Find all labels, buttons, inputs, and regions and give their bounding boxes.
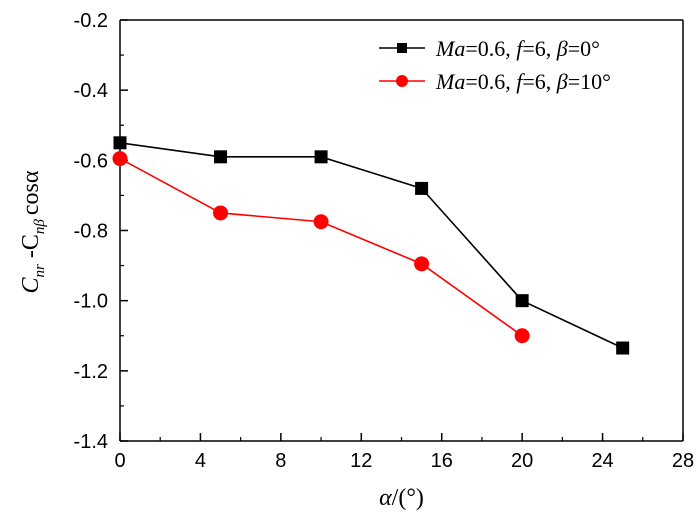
y-tick-label: -0.2 — [74, 10, 108, 32]
legend-label: Ma=0.6, f=6, β=10° — [435, 69, 611, 94]
legend-label-part: =0.6, — [465, 69, 516, 94]
series-1 — [113, 136, 630, 355]
y-label-sub-nr: nr — [32, 264, 48, 278]
data-point — [514, 328, 530, 344]
legend-label-part: =0° — [568, 36, 600, 61]
x-tick-label: 4 — [195, 450, 206, 472]
series-line — [119, 157, 523, 337]
legend-label-part: β — [556, 69, 568, 94]
legend-label-part: =10° — [568, 69, 611, 94]
legend-label-part: =0.6, — [465, 36, 516, 61]
legend-label-part: β — [556, 36, 568, 61]
y-tick-label: -1.2 — [74, 361, 108, 383]
y-label-sub-nbeta: nβ — [32, 219, 48, 235]
legend-label-part: =6, — [522, 36, 556, 61]
x-axis-label-unit: /(°) — [392, 485, 424, 511]
x-tick-label: 20 — [511, 450, 533, 472]
data-point — [214, 150, 228, 164]
data-point — [113, 136, 127, 150]
y-tick-label: -0.6 — [74, 150, 108, 172]
data-point — [313, 214, 329, 230]
x-tick-label: 8 — [275, 450, 286, 472]
x-tick-label: 24 — [591, 450, 613, 472]
y-label-c: C — [18, 276, 44, 293]
y-tick-label: -1.0 — [74, 291, 108, 313]
x-axis-label-symbol: α — [379, 485, 392, 511]
x-tick-label: 28 — [672, 450, 694, 472]
legend-label-part: Ma — [435, 36, 465, 61]
legend-label-part: f — [516, 69, 525, 94]
x-tick-label: 12 — [350, 450, 372, 472]
x-tick-label: 0 — [114, 450, 125, 472]
legend-label-part: Ma — [435, 69, 465, 94]
x-axis-label: α/(°) — [379, 485, 424, 511]
y-label-cos: cosα — [18, 170, 44, 215]
y-tick-label: -1.4 — [74, 431, 108, 453]
legend-entry-1: Ma=0.6, f=6, β=0° — [379, 36, 600, 61]
legend-label: Ma=0.6, f=6, β=0° — [435, 36, 600, 61]
series-line — [119, 141, 624, 349]
data-point — [414, 256, 430, 272]
y-label-minus-c: -C — [18, 234, 44, 264]
legend-marker — [397, 43, 407, 53]
data-point — [112, 151, 128, 167]
y-axis-label: Cnr -Cnβ cosα — [18, 170, 48, 293]
legend-label-part: f — [516, 36, 525, 61]
legend-label-part: =6, — [522, 69, 556, 94]
legend-marker — [396, 75, 408, 87]
series-layer — [112, 136, 630, 355]
y-tick-label: -0.8 — [74, 221, 108, 243]
axes: 0 4 8 12 16 20 24 28 -1.4 -1.2 -1.0 -0.8 -0.6 -0.4 -0.… — [18, 10, 694, 511]
legend: Ma=0.6, f=6, β=0°Ma=0.6, f=6, β=10° — [379, 36, 611, 94]
data-point — [314, 150, 328, 164]
data-point — [415, 181, 429, 195]
data-point — [616, 341, 630, 355]
legend-entry-2: Ma=0.6, f=6, β=10° — [379, 69, 611, 94]
series-2 — [112, 151, 530, 344]
data-point — [515, 294, 529, 308]
data-point — [213, 205, 229, 221]
y-tick-label: -0.4 — [74, 80, 108, 102]
x-tick-label: 16 — [431, 450, 453, 472]
